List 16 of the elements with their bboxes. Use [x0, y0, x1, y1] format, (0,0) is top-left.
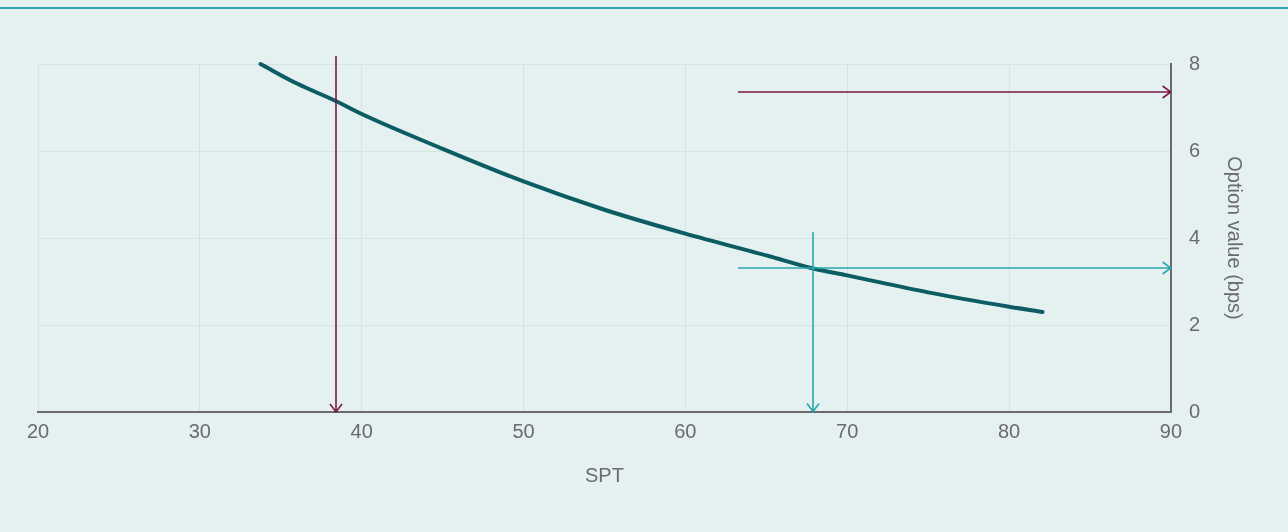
x-tick-label: 90 [1159, 419, 1182, 442]
x-tick-label: 80 [997, 419, 1021, 442]
y2-tick-label: 2 [1188, 312, 1200, 335]
y2-axis-title: Option value (bps) [1224, 156, 1247, 320]
y2-tick-label: 6 [1188, 138, 1200, 161]
x-tick-label: 40 [350, 419, 373, 442]
x-tick-label: 60 [674, 419, 697, 442]
x-axis-title: SPT [584, 463, 624, 486]
x-tick-label: 20 [26, 419, 50, 442]
y2-tick-label: 8 [1188, 51, 1200, 74]
x-tick-label: 70 [836, 419, 859, 442]
y2-tick-label: 4 [1188, 225, 1200, 248]
y2-tick-label: 0 [1188, 399, 1200, 422]
x-tick-label: 30 [188, 419, 211, 442]
line-series [258, 62, 1045, 314]
x-tick-label: 50 [512, 419, 535, 442]
